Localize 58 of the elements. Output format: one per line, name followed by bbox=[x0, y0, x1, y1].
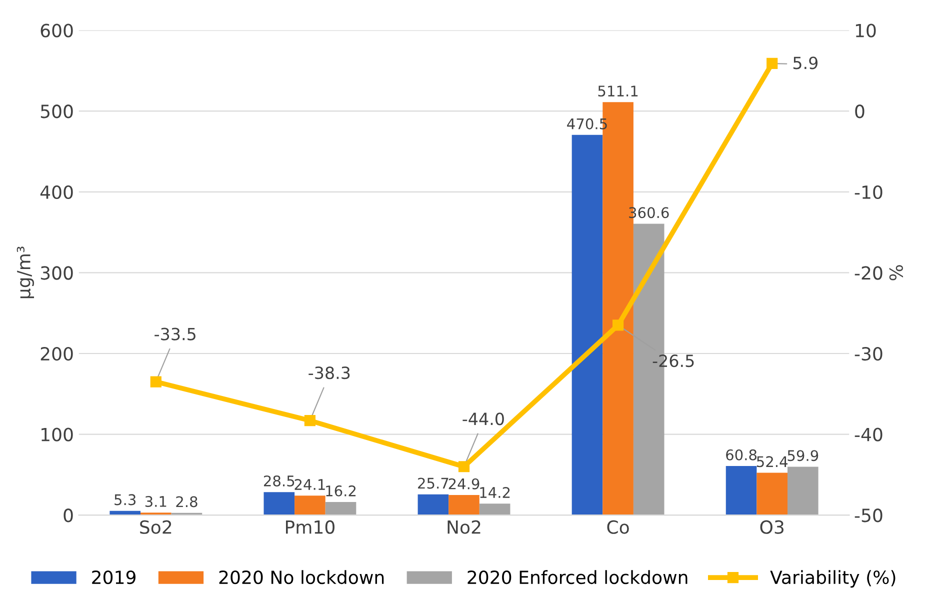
data-label: 16.2 bbox=[326, 485, 356, 496]
y-tick-label: 500 bbox=[40, 104, 73, 118]
point bbox=[612, 320, 624, 331]
x-tick-label: Pm10 bbox=[286, 520, 334, 534]
data-label: 24.9 bbox=[448, 478, 480, 490]
y-tick-label: 400 bbox=[40, 185, 73, 200]
data-label: 24.1 bbox=[294, 478, 325, 490]
y2-axis-title: % bbox=[889, 265, 904, 280]
y2-tick-label: -30 bbox=[854, 346, 882, 361]
legend-label: 2020 No lockdown bbox=[219, 570, 384, 584]
legend-label: 2019 bbox=[92, 570, 136, 584]
data-label: 52.4 bbox=[756, 456, 788, 468]
bar bbox=[448, 494, 480, 516]
y-tick-label: 200 bbox=[40, 346, 73, 361]
bar bbox=[294, 496, 326, 516]
y2-tick-label: -50 bbox=[854, 508, 882, 522]
x-tick-label: O3 bbox=[760, 520, 784, 534]
y2-tick-label: 10 bbox=[856, 24, 876, 38]
bar bbox=[788, 466, 818, 516]
x-tick-label: No2 bbox=[448, 520, 480, 534]
data-label: 59.9 bbox=[788, 450, 818, 462]
bar bbox=[572, 134, 603, 516]
point bbox=[458, 461, 470, 472]
data-label: 5.9 bbox=[793, 56, 818, 70]
data-label: 5.3 bbox=[114, 494, 136, 506]
data-label: 28.5 bbox=[264, 475, 294, 486]
data-label: 60.8 bbox=[726, 449, 757, 460]
data-label: -38.3 bbox=[308, 366, 350, 380]
data-label: 14.2 bbox=[480, 486, 510, 498]
y-tick-label: 300 bbox=[40, 266, 73, 280]
point bbox=[304, 415, 316, 426]
x-tick-label: So2 bbox=[140, 520, 172, 534]
bar bbox=[479, 504, 510, 516]
data-label: 511.1 bbox=[598, 86, 638, 97]
y-axis-title: µg/m³ bbox=[16, 246, 34, 298]
data-label: -44.0 bbox=[462, 412, 504, 426]
bar bbox=[325, 502, 356, 516]
bar bbox=[418, 494, 449, 516]
data-label: 2.8 bbox=[176, 496, 198, 508]
y-tick-label: 0 bbox=[64, 508, 73, 522]
x-tick-label: Co bbox=[607, 520, 629, 534]
point bbox=[150, 376, 162, 388]
y2-tick-label: -20 bbox=[854, 266, 882, 280]
data-label: 25.7 bbox=[418, 478, 448, 489]
data-label: -33.5 bbox=[154, 328, 196, 340]
y2-tick-label: 0 bbox=[855, 104, 864, 118]
bar bbox=[756, 472, 788, 516]
y2-tick-label: -40 bbox=[854, 428, 882, 442]
data-label: -26.5 bbox=[652, 354, 694, 368]
point bbox=[766, 58, 778, 69]
bar bbox=[264, 492, 295, 516]
y-tick-label: 600 bbox=[40, 24, 73, 38]
legend-label: 2020 Enforced lockdown bbox=[468, 570, 688, 584]
data-label: 3.1 bbox=[145, 496, 166, 507]
legend-label: Variability (%) bbox=[770, 570, 896, 588]
y2-tick-label: -10 bbox=[854, 185, 882, 200]
bar bbox=[726, 466, 757, 516]
y-tick-label: 100 bbox=[42, 428, 73, 442]
